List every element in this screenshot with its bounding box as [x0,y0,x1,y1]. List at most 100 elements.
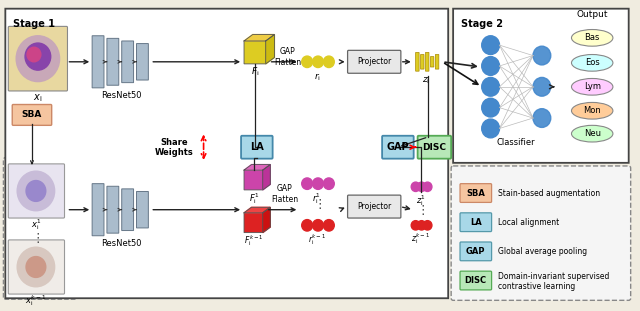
FancyBboxPatch shape [8,26,67,91]
Text: DISC: DISC [465,276,487,285]
Text: ResNet50: ResNet50 [102,239,142,248]
FancyBboxPatch shape [426,53,429,71]
FancyBboxPatch shape [244,170,263,190]
Ellipse shape [572,125,613,142]
FancyBboxPatch shape [382,136,413,159]
FancyBboxPatch shape [241,136,273,159]
Polygon shape [244,35,275,41]
Text: Projector: Projector [357,57,391,66]
FancyBboxPatch shape [8,240,65,294]
FancyBboxPatch shape [460,213,492,232]
Text: $z_{\mathrm{i}}$: $z_{\mathrm{i}}$ [422,75,429,86]
FancyBboxPatch shape [460,242,492,261]
Text: Global average pooling: Global average pooling [499,247,588,256]
Circle shape [26,257,46,277]
Ellipse shape [572,102,613,119]
Circle shape [533,109,551,128]
Circle shape [417,220,426,230]
Text: $F_{\mathrm{i}}$: $F_{\mathrm{i}}$ [251,66,259,78]
Text: $r_{\mathrm{i}}$: $r_{\mathrm{i}}$ [314,72,321,83]
FancyBboxPatch shape [5,9,448,298]
Circle shape [482,57,499,75]
FancyBboxPatch shape [78,12,437,139]
Circle shape [301,56,312,67]
Text: $x_{\mathrm{i}}^{1}$: $x_{\mathrm{i}}^{1}$ [31,217,41,232]
Circle shape [417,182,426,192]
Polygon shape [244,207,270,213]
Circle shape [323,56,334,67]
Circle shape [533,46,551,65]
FancyBboxPatch shape [78,158,437,287]
Text: $z_{\mathrm{i}}^{1}$: $z_{\mathrm{i}}^{1}$ [415,193,426,208]
FancyBboxPatch shape [12,104,52,125]
FancyBboxPatch shape [244,41,266,64]
Text: $\vdots$: $\vdots$ [31,231,40,245]
FancyBboxPatch shape [136,44,148,80]
Polygon shape [263,207,270,233]
Text: LA: LA [250,142,264,152]
Circle shape [17,247,54,287]
Text: Domain-invariant supervised: Domain-invariant supervised [499,272,610,281]
FancyBboxPatch shape [136,192,148,228]
FancyBboxPatch shape [107,186,119,233]
Ellipse shape [572,30,613,46]
Text: $r_{\mathrm{i}}^{k-1}$: $r_{\mathrm{i}}^{k-1}$ [308,232,326,247]
Text: $F_{\mathrm{i}}^{k-1}$: $F_{\mathrm{i}}^{k-1}$ [244,234,264,248]
Text: DISC: DISC [422,143,446,152]
Text: $x_{\mathrm{i}}^{k-1}$: $x_{\mathrm{i}}^{k-1}$ [25,293,47,308]
FancyBboxPatch shape [244,213,263,233]
Text: $\vdots$: $\vdots$ [312,197,321,211]
Text: Projector: Projector [357,202,391,211]
Circle shape [533,77,551,96]
Text: Neu: Neu [584,129,601,138]
Text: $z_{\mathrm{i}}^{k-1}$: $z_{\mathrm{i}}^{k-1}$ [411,231,430,246]
FancyBboxPatch shape [122,41,134,83]
FancyBboxPatch shape [415,53,419,71]
FancyBboxPatch shape [431,57,434,67]
FancyBboxPatch shape [435,54,439,69]
Circle shape [301,178,312,189]
FancyBboxPatch shape [418,136,451,159]
Circle shape [312,220,323,231]
FancyBboxPatch shape [420,54,424,69]
FancyBboxPatch shape [460,184,492,202]
Text: Stage 2: Stage 2 [461,19,503,29]
Text: Share
Weights: Share Weights [155,137,193,157]
Circle shape [26,181,46,201]
Circle shape [301,220,312,231]
Ellipse shape [572,54,613,71]
FancyBboxPatch shape [92,184,104,236]
Text: Mon: Mon [583,106,601,115]
FancyBboxPatch shape [8,164,65,218]
FancyBboxPatch shape [451,166,630,300]
Circle shape [482,119,499,138]
Text: Lym: Lym [584,82,601,91]
Text: ResNet50: ResNet50 [102,91,142,100]
Text: GAP: GAP [387,142,409,152]
Text: Stain-based augmentation: Stain-based augmentation [499,188,600,197]
Text: Classifier: Classifier [497,137,536,146]
FancyBboxPatch shape [107,38,119,85]
FancyBboxPatch shape [348,50,401,73]
Polygon shape [244,165,270,170]
Circle shape [312,56,323,67]
Circle shape [16,36,60,81]
Circle shape [423,220,432,230]
Text: Stage 1: Stage 1 [13,19,55,29]
Circle shape [482,98,499,117]
Text: Output: Output [577,11,608,19]
Circle shape [17,171,54,211]
Text: $F_{\mathrm{i}}^{1}$: $F_{\mathrm{i}}^{1}$ [248,191,259,206]
Circle shape [323,178,334,189]
Text: $\vdots$: $\vdots$ [416,203,425,217]
Text: GAP
Flatten: GAP Flatten [271,184,298,204]
Circle shape [412,220,420,230]
Circle shape [482,77,499,96]
Text: GAP: GAP [466,247,486,256]
Text: contrastive learning: contrastive learning [499,282,576,291]
FancyBboxPatch shape [92,36,104,88]
Circle shape [312,178,323,189]
FancyBboxPatch shape [122,189,134,230]
FancyBboxPatch shape [557,17,627,156]
FancyBboxPatch shape [348,195,401,218]
